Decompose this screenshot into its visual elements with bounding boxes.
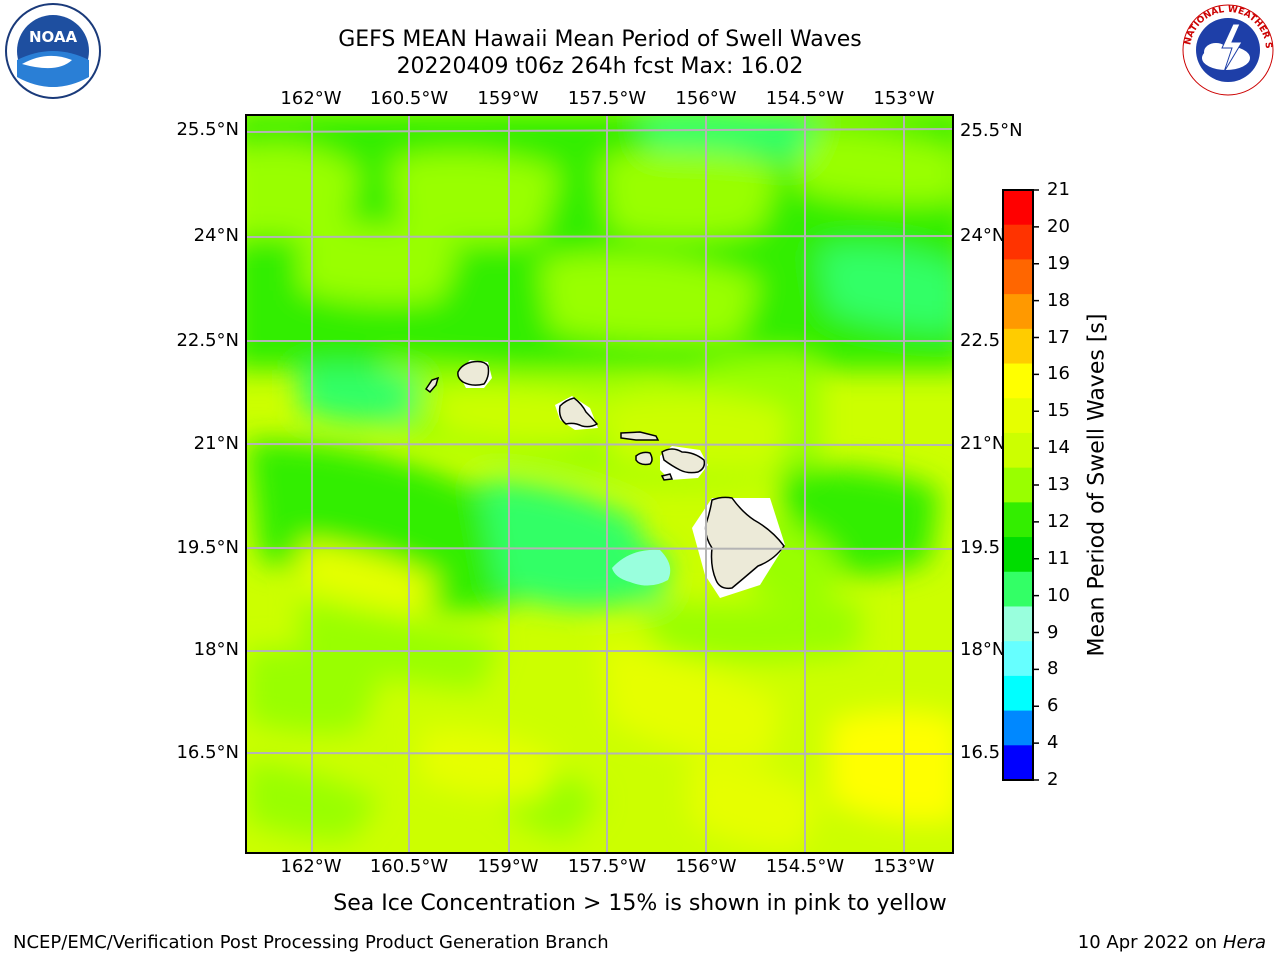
swell-period-field <box>246 115 953 853</box>
colorbar <box>1002 189 1039 781</box>
colorbar-segment <box>1003 537 1033 573</box>
island-niihau <box>424 376 440 394</box>
colorbar-segment <box>1003 224 1033 260</box>
colorbar-segment <box>1003 571 1033 607</box>
lon-label-top: 157.5°W <box>567 88 647 109</box>
colorbar-tick-label: 21 <box>1047 179 1070 200</box>
footer-credit: NCEP/EMC/Verification Post Processing Pr… <box>13 932 609 953</box>
colorbar-title: Mean Period of Swell Waves [s] <box>1084 313 1110 657</box>
island-maui <box>661 448 706 474</box>
lat-label-right: 16.5 <box>960 742 1001 763</box>
colorbar-segment <box>1003 259 1033 295</box>
footer-date-text: 10 Apr 2022 on <box>1077 932 1223 953</box>
colorbar-tick-label: 8 <box>1047 658 1059 680</box>
lat-label-left: 24°N <box>193 225 239 246</box>
lon-label-top: 154.5°W <box>765 88 845 109</box>
island-oahu <box>558 397 599 428</box>
lon-label-bottom: 154.5°W <box>765 856 845 877</box>
colorbar-segment <box>1003 745 1033 781</box>
islands <box>424 360 785 590</box>
colorbar-segment <box>1003 641 1033 677</box>
lat-label-right: 24°N <box>960 225 1006 246</box>
colorbar-segment <box>1003 363 1033 399</box>
colorbar-segment <box>1003 606 1033 642</box>
island-kauai <box>457 360 490 386</box>
colorbar-tick-label: 12 <box>1047 510 1070 532</box>
colorbar-tick-label: 13 <box>1047 474 1070 495</box>
lon-label-top: 160.5°W <box>369 88 449 109</box>
lon-label-bottom: 160.5°W <box>369 856 449 877</box>
colorbar-tick-label: 20 <box>1047 215 1070 237</box>
colorbar-tick-label: 6 <box>1047 695 1059 717</box>
lon-label-bottom: 162°W <box>280 856 342 877</box>
colorbar-tick-label: 2 <box>1047 769 1059 790</box>
sea-ice-note: Sea Ice Concentration > 15% is shown in … <box>333 891 947 916</box>
lon-label-bottom: 157.5°W <box>567 856 647 877</box>
lon-label-top: 159°W <box>477 88 539 109</box>
lon-label-top: 162°W <box>280 88 342 109</box>
lat-label-left: 18°N <box>193 639 239 660</box>
lat-label-right: 21°N <box>960 433 1006 454</box>
colorbar-segment <box>1003 432 1033 469</box>
island-molokai <box>620 431 660 441</box>
colorbar-tick-label: 15 <box>1047 400 1070 422</box>
lon-label-top: 156°W <box>675 88 737 109</box>
noaa-logo-text: NOAA <box>29 28 78 46</box>
plot-title-line1: GEFS MEAN Hawaii Mean Period of Swell Wa… <box>338 27 862 52</box>
lat-label-left: 25.5°N <box>176 119 239 140</box>
colorbar-tick-label: 11 <box>1047 547 1070 569</box>
colorbar-tick-label: 18 <box>1047 289 1070 311</box>
colorbar-tick-label: 14 <box>1047 437 1070 459</box>
colorbar-tick-label: 10 <box>1047 584 1070 606</box>
island-kahoolawe <box>660 473 674 481</box>
colorbar-tick-label: 4 <box>1047 732 1059 754</box>
colorbar-segment <box>1003 467 1033 503</box>
colorbar-segment <box>1003 710 1033 746</box>
noaa-logo: NOAA <box>2 2 104 100</box>
colorbar-segment <box>1003 328 1033 365</box>
colorbar-tick-label: 9 <box>1047 621 1059 643</box>
colorbar-segment <box>1003 675 1033 712</box>
lat-label-right: 18°N <box>960 639 1006 660</box>
lat-label-right: 19.5 <box>960 537 1001 558</box>
colorbar-segment <box>1003 398 1033 434</box>
colorbar-tick-label: 17 <box>1047 326 1070 348</box>
colorbar-tick-label: 16 <box>1047 363 1070 385</box>
lat-label-left: 16.5°N <box>176 742 239 763</box>
plot-title-line2: 20220409 t06z 264h fcst Max: 16.02 <box>396 54 804 79</box>
lon-label-top: 153°W <box>873 88 935 109</box>
lon-label-bottom: 159°W <box>477 856 539 877</box>
lat-label-right: 22.5 <box>960 330 1001 351</box>
nws-logo: NATIONAL WEATHER SERVICE <box>1178 2 1278 98</box>
colorbar-segment <box>1003 294 1033 330</box>
island-lanai <box>635 451 653 466</box>
lat-label-left: 22.5°N <box>176 330 239 351</box>
colorbar-segment <box>1003 502 1033 538</box>
footer-machine: Hera <box>1222 932 1266 953</box>
colorbar-tick-label: 19 <box>1047 252 1070 274</box>
lat-label-left: 19.5°N <box>176 537 239 558</box>
footer-date: 10 Apr 2022 on Hera <box>1078 932 1266 953</box>
lon-label-bottom: 153°W <box>873 856 935 877</box>
colorbar-segment <box>1003 190 1033 226</box>
graticule <box>245 115 954 853</box>
lat-label-right: 25.5°N <box>960 120 1023 141</box>
lon-label-bottom: 156°W <box>675 856 737 877</box>
lat-label-left: 21°N <box>193 433 239 454</box>
map-frame <box>245 114 954 854</box>
